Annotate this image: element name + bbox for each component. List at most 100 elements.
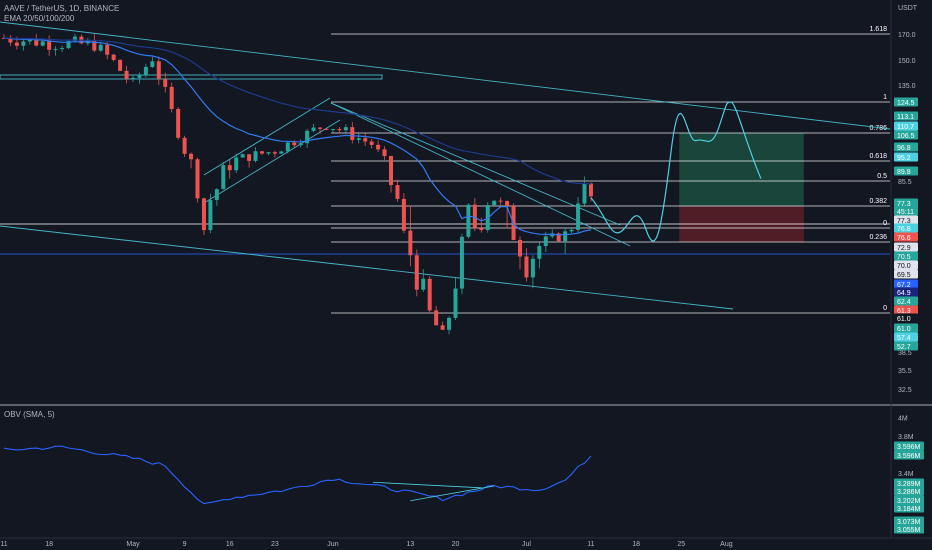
candle-body bbox=[234, 157, 239, 171]
price-tick-label: 38.5 bbox=[898, 350, 912, 357]
candle-body bbox=[318, 127, 323, 129]
price-label-badge bbox=[894, 206, 918, 216]
candle-body bbox=[550, 233, 555, 237]
candle-body bbox=[72, 36, 77, 42]
obv-tick-label: 3.4M bbox=[898, 471, 914, 478]
obv-tick-label: 3.8M bbox=[898, 434, 914, 441]
price-label-text: 124.5 bbox=[897, 100, 915, 107]
trendline bbox=[203, 97, 331, 176]
candle bbox=[543, 231, 548, 253]
price-label-text: 76.8 bbox=[897, 226, 911, 233]
trendline bbox=[203, 119, 341, 204]
time-tick-label: 16 bbox=[226, 541, 234, 548]
price-label-badge bbox=[894, 121, 918, 131]
price-label-text: 52.7 bbox=[897, 344, 911, 351]
candle-body bbox=[492, 200, 497, 206]
price-labels: 124.5113.1110.7106.596.895.289.877.345:1… bbox=[894, 97, 924, 534]
projection-path bbox=[590, 101, 762, 242]
price-label-badge bbox=[894, 215, 918, 225]
obv-label-text: 3.055M bbox=[897, 527, 921, 534]
candle-body bbox=[395, 185, 400, 199]
candle-body bbox=[485, 205, 490, 230]
candle-body bbox=[163, 79, 168, 87]
candle bbox=[131, 75, 135, 82]
candle-body bbox=[260, 151, 264, 154]
candle-body bbox=[292, 142, 297, 146]
candle-body bbox=[176, 108, 181, 138]
candle-body bbox=[266, 152, 271, 154]
price-label-text: 45:11 bbox=[897, 209, 914, 216]
price-label-text: 62.4 bbox=[897, 299, 911, 306]
price-label-badge bbox=[894, 232, 918, 242]
time-tick-label: 23 bbox=[271, 541, 279, 548]
candle-body bbox=[330, 129, 335, 131]
candle-body bbox=[214, 189, 219, 201]
candle-body bbox=[421, 278, 426, 290]
obv-label-badge bbox=[894, 503, 924, 513]
price-label-text: 106.5 bbox=[897, 133, 915, 140]
candle bbox=[492, 200, 497, 206]
candle bbox=[395, 179, 400, 202]
candle-body bbox=[563, 231, 568, 242]
trendline bbox=[330, 102, 631, 247]
candle bbox=[414, 249, 419, 297]
price-label-text: 61.0 bbox=[897, 316, 911, 323]
candle bbox=[195, 157, 200, 203]
candle bbox=[330, 128, 335, 133]
candle-body bbox=[137, 75, 142, 78]
fib-level-label: 0.5 bbox=[877, 173, 887, 180]
price-label-text: 77.3 bbox=[897, 218, 911, 225]
price-label-text: 69.5 bbox=[897, 272, 911, 279]
candle bbox=[453, 277, 458, 321]
obv-label-text: 3.202M bbox=[897, 498, 921, 505]
time-tick-label: 20 bbox=[452, 541, 460, 548]
candle-body bbox=[105, 44, 110, 55]
price-label-text: 70.5 bbox=[897, 254, 911, 261]
candle-body bbox=[427, 278, 432, 311]
candle-body bbox=[111, 54, 116, 60]
price-tick-label: 35.5 bbox=[898, 368, 912, 375]
candle bbox=[311, 123, 316, 133]
obv-label-badge bbox=[894, 495, 924, 505]
price-label-badge bbox=[894, 305, 918, 315]
candle-body bbox=[479, 228, 484, 230]
price-label-badge bbox=[894, 242, 918, 252]
candle bbox=[318, 127, 323, 134]
candle bbox=[240, 153, 245, 158]
obv-label-text: 3.596M bbox=[897, 453, 921, 460]
candle bbox=[389, 155, 393, 193]
candle bbox=[221, 161, 226, 190]
candle bbox=[92, 34, 97, 53]
candle-body bbox=[227, 165, 232, 171]
price-label-text: 57.4 bbox=[897, 335, 911, 342]
candle-body bbox=[8, 38, 13, 43]
price-label-text: 89.8 bbox=[897, 169, 911, 176]
candle-body bbox=[279, 151, 284, 154]
candle bbox=[427, 276, 432, 314]
candle bbox=[189, 152, 194, 169]
symbol-title: AAVE / TetherUS, 1D, BINANCE bbox=[4, 4, 120, 13]
obv-line bbox=[3, 445, 592, 505]
fib-level-label: 0.618 bbox=[869, 153, 887, 160]
candle-body bbox=[350, 127, 355, 140]
candle bbox=[382, 146, 387, 160]
candle-body bbox=[169, 86, 174, 109]
candle-body bbox=[92, 40, 97, 51]
time-tick-label: 9 bbox=[183, 541, 187, 548]
trendline bbox=[0, 225, 734, 310]
price-label-text: 77.3 bbox=[897, 201, 911, 208]
obv-series-line bbox=[3, 445, 592, 505]
candle bbox=[408, 205, 413, 267]
fib-level-label: 1.618 bbox=[869, 26, 887, 33]
candle-body bbox=[434, 310, 439, 326]
time-tick-label: 18 bbox=[45, 541, 53, 548]
candle-body bbox=[414, 255, 419, 290]
price-label-badge bbox=[894, 279, 918, 289]
candle bbox=[285, 142, 290, 154]
candle bbox=[266, 151, 271, 156]
price-tick-label: 170.0 bbox=[898, 32, 916, 39]
price-tick-label: 85.5 bbox=[898, 179, 912, 186]
candle bbox=[163, 72, 168, 93]
candle-body bbox=[240, 154, 245, 158]
